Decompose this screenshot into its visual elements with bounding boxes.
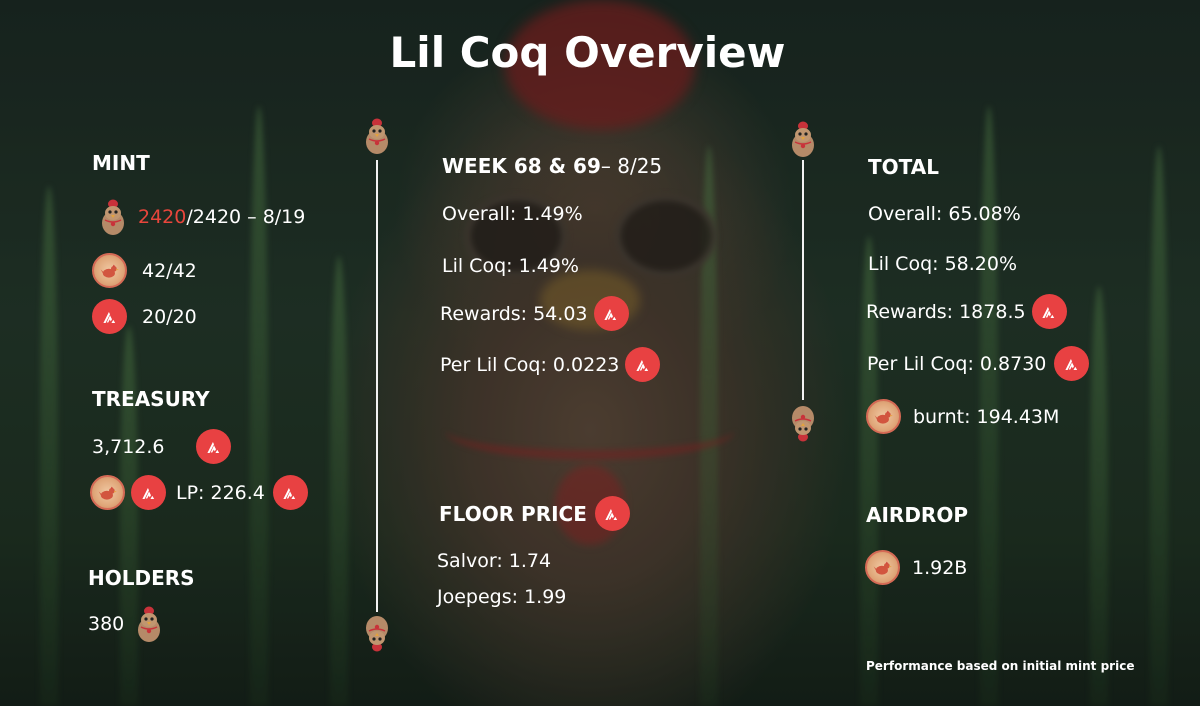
week-date: – 8/25 xyxy=(600,154,663,178)
week-rewards: Rewards: 54.03 xyxy=(440,302,588,325)
holders-heading: HOLDERS xyxy=(88,566,195,590)
avax-logo-icon xyxy=(272,475,308,510)
total-lil-coq: Lil Coq: 58.20% xyxy=(868,253,1018,275)
airdrop-amount: 1.92B xyxy=(912,556,968,579)
floor-price-salvor: Salvor: 1.74 xyxy=(437,550,552,572)
column-divider xyxy=(376,160,378,612)
coq-coin-icon xyxy=(865,550,900,585)
total-per-lil-coq-row: Per Lil Coq: 0.8730 xyxy=(867,346,1090,381)
avax-logo-icon xyxy=(625,347,661,382)
lil-coq-mascot-icon xyxy=(362,112,392,160)
avax-logo-icon xyxy=(92,299,127,334)
lil-coq-mascot-icon xyxy=(362,610,392,658)
mint-avax-row: 20/20 xyxy=(92,299,197,334)
week-heading: WEEK 68 & 69 xyxy=(442,154,601,178)
performance-footnote: Performance based on initial mint price xyxy=(866,659,1135,673)
holders-row: 380 xyxy=(88,603,164,645)
week-heading-row: WEEK 68 & 69 – 8/25 xyxy=(442,154,662,178)
avax-logo-icon xyxy=(1031,294,1067,329)
floor-price-heading: FLOOR PRICE xyxy=(439,501,587,526)
lil-coq-mascot-icon xyxy=(98,196,128,238)
total-overall: Overall: 65.08% xyxy=(868,203,1021,225)
treasury-lp-value: LP: 226.4 xyxy=(176,481,265,504)
treasury-amount: 3,712.6 xyxy=(92,435,165,458)
coq-coin-icon xyxy=(866,399,901,434)
total-heading: TOTAL xyxy=(868,155,939,179)
treasury-heading: TREASURY xyxy=(92,387,210,411)
coq-coin-icon xyxy=(90,475,125,510)
lil-coq-mascot-icon xyxy=(788,115,818,163)
week-per-lil-coq-row: Per Lil Coq: 0.0223 xyxy=(440,347,661,382)
mint-minted-total: /2420 – 8/19 xyxy=(186,206,306,228)
week-per-lil-coq: Per Lil Coq: 0.0223 xyxy=(440,353,620,376)
lil-coq-mascot-icon xyxy=(134,603,164,645)
total-rewards-row: Rewards: 1878.5 xyxy=(866,294,1067,329)
floor-price-heading-row: FLOOR PRICE xyxy=(439,496,630,531)
total-per-lil-coq: Per Lil Coq: 0.8730 xyxy=(867,352,1047,375)
week-rewards-row: Rewards: 54.03 xyxy=(440,296,629,331)
total-rewards: Rewards: 1878.5 xyxy=(866,300,1026,323)
mint-avax-count: 20/20 xyxy=(142,305,197,328)
mint-coin-count: 42/42 xyxy=(142,259,197,282)
total-burnt-row: burnt: 194.43M xyxy=(866,399,1059,434)
avax-logo-icon xyxy=(196,429,231,464)
coq-coin-icon xyxy=(92,253,127,288)
total-burnt: burnt: 194.43M xyxy=(913,405,1060,428)
holders-count: 380 xyxy=(88,613,125,635)
avax-logo-icon xyxy=(593,296,629,331)
week-lil-coq: Lil Coq: 1.49% xyxy=(442,255,579,277)
avax-logo-icon xyxy=(594,496,630,531)
airdrop-row: 1.92B xyxy=(865,550,967,585)
treasury-lp-row: LP: 226.4 xyxy=(90,475,308,510)
week-overall: Overall: 1.49% xyxy=(442,203,583,225)
airdrop-heading: AIRDROP xyxy=(866,503,968,527)
floor-price-joepegs: Joepegs: 1.99 xyxy=(437,586,567,608)
avax-logo-icon xyxy=(131,475,166,510)
column-divider xyxy=(802,160,804,400)
mint-coin-row: 42/42 xyxy=(92,253,197,288)
mint-minted-count: 2420 xyxy=(138,206,187,228)
mint-minted-row: 2420 /2420 – 8/19 xyxy=(98,196,305,238)
treasury-amount-row: 3,712.6 xyxy=(92,429,231,464)
mint-heading: MINT xyxy=(92,151,150,175)
page-title: Lil Coq Overview xyxy=(389,28,786,77)
lil-coq-mascot-icon xyxy=(788,400,818,448)
avax-logo-icon xyxy=(1054,346,1090,381)
